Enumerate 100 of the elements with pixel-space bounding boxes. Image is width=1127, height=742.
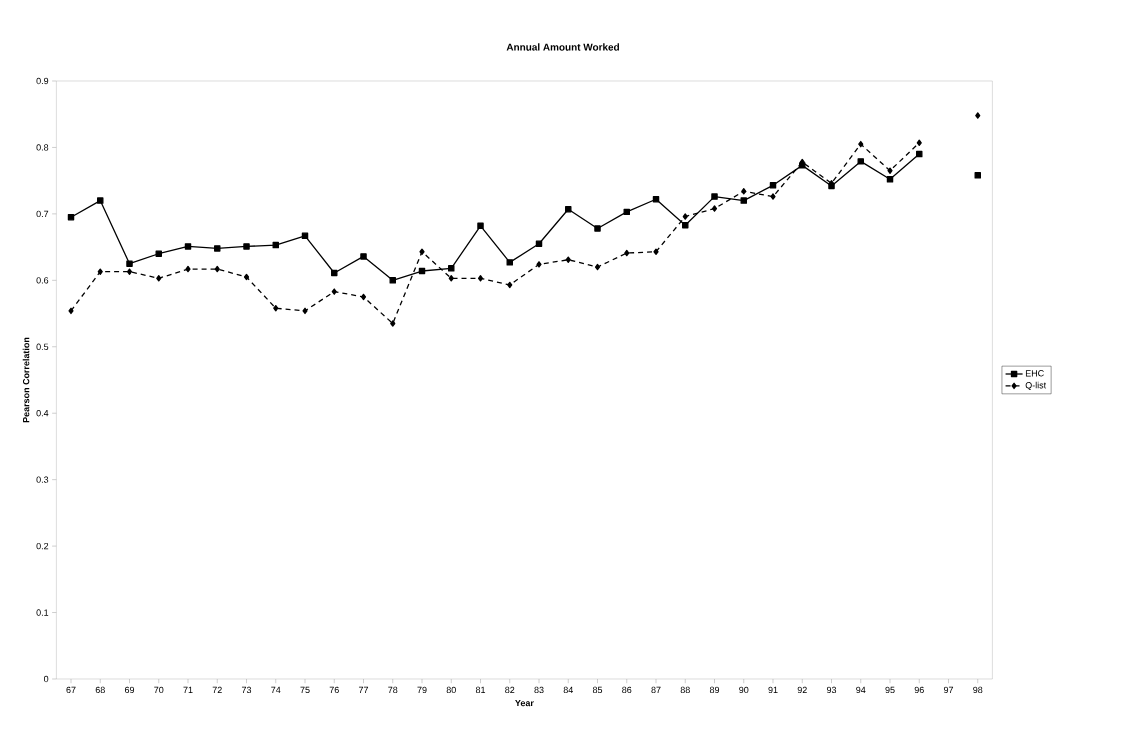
point (448, 275, 454, 282)
x-tick-label: 85 (592, 686, 603, 694)
point (974, 172, 981, 179)
point (448, 265, 455, 272)
point (97, 268, 103, 275)
point (301, 232, 309, 240)
point (419, 248, 425, 255)
point (623, 208, 630, 216)
point (653, 248, 659, 255)
x-tick-label: 88 (680, 686, 690, 694)
point (916, 150, 923, 158)
point (535, 240, 543, 248)
x-tick-label: 76 (329, 686, 339, 694)
x-tick-label: 70 (154, 686, 164, 694)
y-tick-label: 0.1 (36, 609, 49, 616)
point (272, 241, 279, 249)
x-tick-label: 83 (534, 686, 544, 694)
point (418, 267, 426, 275)
point (243, 273, 250, 281)
point (185, 265, 191, 273)
point (184, 243, 192, 250)
x-tick-label: 78 (388, 686, 398, 694)
point (67, 213, 75, 221)
point (975, 112, 981, 119)
x-tick-label: 96 (914, 686, 924, 694)
x-tick-label: 80 (446, 686, 456, 694)
point (477, 222, 484, 230)
x-tick-label: 68 (95, 686, 105, 694)
point (68, 307, 74, 315)
y-tick-label: 0.3 (36, 476, 49, 483)
point (507, 281, 513, 289)
x-tick-label: 71 (183, 686, 193, 693)
point (214, 245, 221, 252)
chart-title: Annual Amount Worked (506, 43, 619, 51)
point (155, 250, 162, 257)
point (769, 182, 777, 189)
point (652, 196, 660, 203)
point (740, 197, 747, 204)
point (886, 176, 894, 183)
x-tick-label: 82 (505, 686, 515, 694)
x-axis-title: Year (515, 699, 534, 707)
point (389, 277, 396, 284)
x-tick-label: 73 (241, 686, 252, 694)
point (97, 197, 104, 204)
x-tick-label: 86 (622, 686, 632, 694)
y-tick-label: 0 (43, 675, 49, 683)
x-tick-label: 97 (943, 686, 954, 694)
x-tick-label: 87 (651, 686, 661, 694)
x-tick-label: 77 (358, 686, 369, 693)
point (565, 205, 572, 213)
y-tick-label: 0.6 (36, 277, 49, 284)
x-tick-label: 84 (563, 686, 573, 694)
point (156, 275, 162, 282)
point (711, 193, 718, 200)
point (273, 304, 279, 312)
point (390, 320, 396, 327)
point (916, 139, 922, 147)
y-tick-label: 0.7 (36, 210, 49, 218)
x-tick-label: 95 (885, 686, 895, 694)
legend-label: EHC (1025, 370, 1044, 377)
point (506, 259, 513, 266)
y-tick-label: 0.9 (36, 77, 49, 85)
point (594, 225, 601, 232)
x-tick-label: 79 (417, 686, 427, 694)
point (857, 158, 864, 165)
point (887, 167, 893, 174)
x-tick-label: 74 (271, 686, 281, 693)
point (243, 243, 250, 250)
x-tick-label: 92 (797, 686, 807, 694)
x-tick-label: 67 (66, 686, 76, 694)
point (682, 213, 688, 220)
y-tick-label: 0.4 (36, 410, 49, 417)
point (126, 268, 133, 275)
x-tick-label: 93 (826, 686, 837, 694)
point (360, 253, 367, 260)
x-tick-label: 72 (212, 686, 222, 694)
y-tick-label: 0.5 (36, 343, 49, 350)
point (360, 293, 367, 301)
x-tick-label: 75 (300, 686, 310, 694)
point (331, 288, 337, 295)
point (741, 188, 747, 195)
point (770, 193, 776, 200)
point (858, 140, 864, 148)
point (214, 265, 220, 273)
legend-label: Q-list (1025, 381, 1047, 391)
point (477, 275, 484, 282)
y-tick-label: 0.8 (36, 144, 49, 151)
x-tick-label: 98 (973, 686, 983, 694)
y-tick-label: 0.2 (36, 542, 49, 550)
x-tick-label: 91 (768, 686, 778, 694)
point (624, 249, 630, 257)
x-tick-label: 94 (856, 686, 866, 694)
point (565, 256, 571, 263)
point (594, 263, 601, 271)
point (682, 221, 689, 229)
y-axis-title: Pearson Correlation (22, 337, 30, 423)
x-tick-label: 69 (124, 686, 135, 694)
x-tick-label: 90 (739, 686, 749, 694)
point (126, 260, 133, 267)
point (536, 261, 542, 268)
